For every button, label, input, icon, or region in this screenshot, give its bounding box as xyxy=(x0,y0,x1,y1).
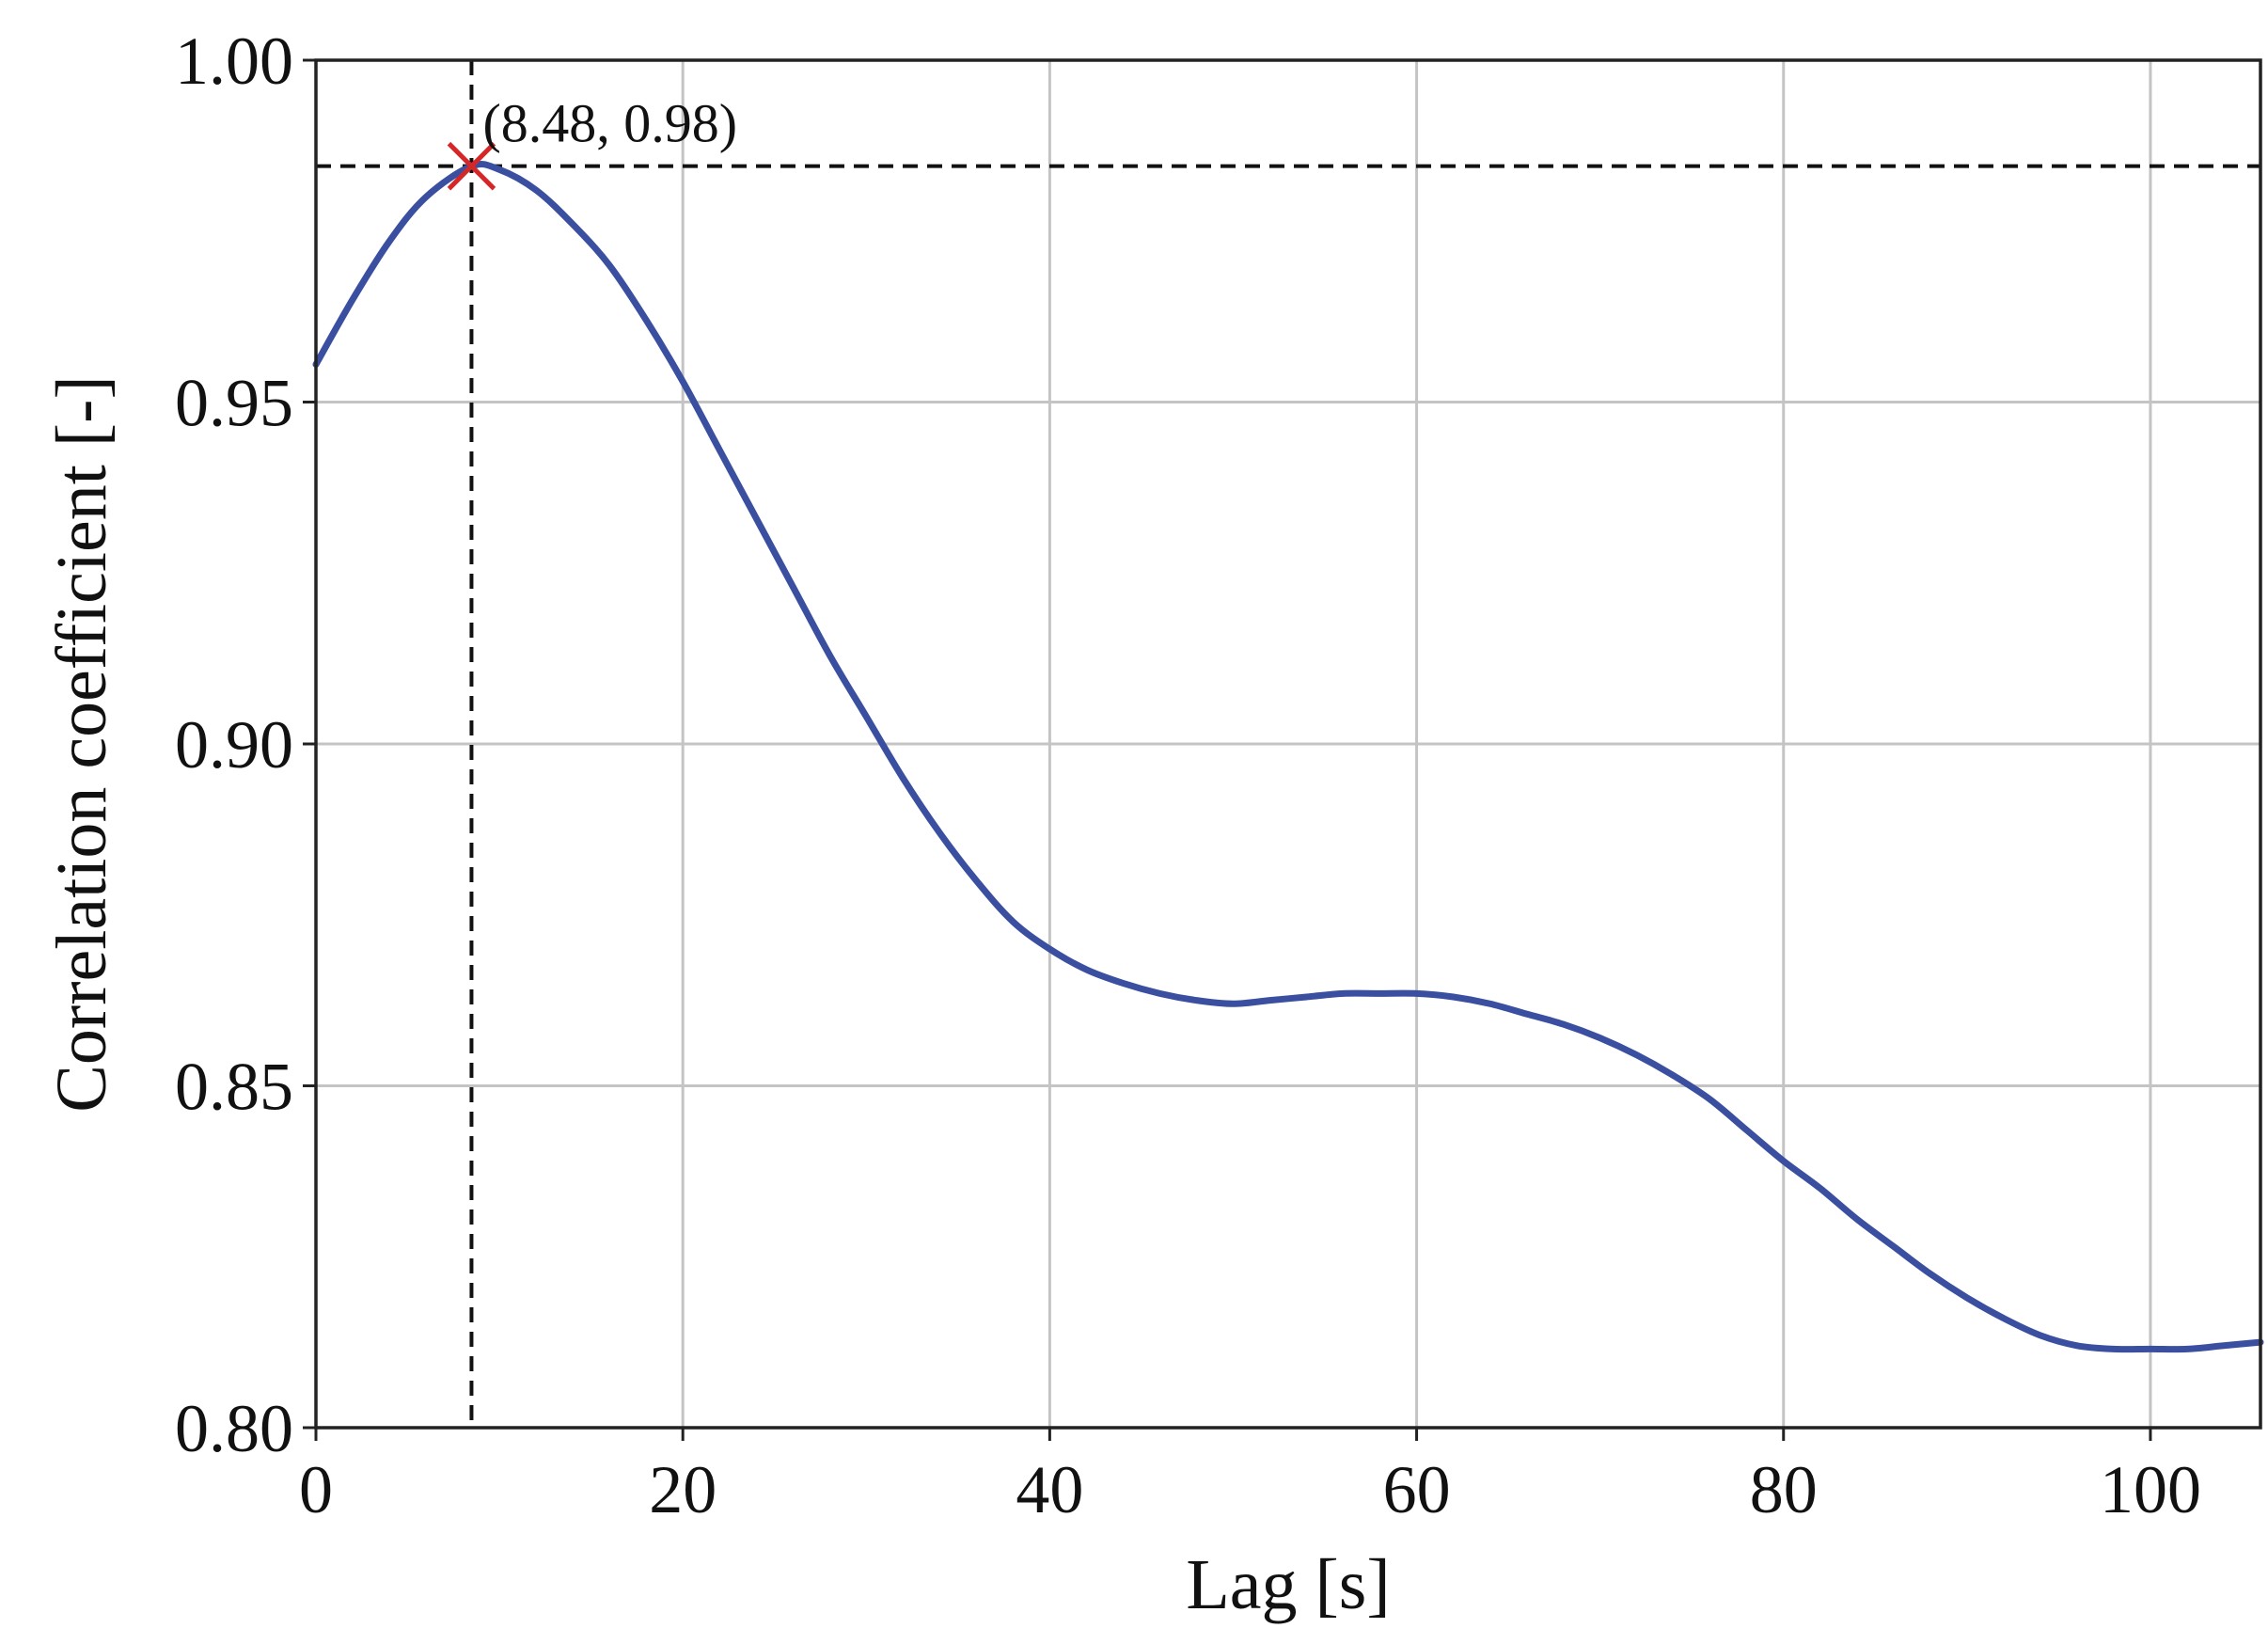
y-tick-label-4: 1.00 xyxy=(175,24,293,99)
series-layer xyxy=(312,161,2264,1353)
x-tick-labels: 0 20 40 60 80 100 xyxy=(299,1452,2201,1527)
x-tick-label-4: 80 xyxy=(1750,1452,1818,1527)
y-tick-labels: 0.80 0.85 0.90 0.95 1.00 xyxy=(175,24,293,1466)
x-tick-label-5: 100 xyxy=(2100,1452,2201,1527)
peak-marker-stroke-b xyxy=(447,141,496,191)
x-tick-label-2: 40 xyxy=(1016,1452,1083,1527)
peak-reference-lines xyxy=(316,60,2260,1428)
x-tick-label-1: 20 xyxy=(649,1452,717,1527)
tick-marks xyxy=(303,58,2152,1441)
y-tick-label-2: 0.90 xyxy=(175,707,293,782)
peak-marker xyxy=(447,141,496,191)
series-line-0 xyxy=(312,161,2264,1353)
y-tick-label-1: 0.85 xyxy=(175,1050,293,1125)
y-tick-label-3: 0.95 xyxy=(175,366,293,441)
peak-annotation: (8.48, 0.98) xyxy=(482,93,737,154)
y-axis-label: Correlation coefficient [-] xyxy=(42,375,121,1113)
x-tick-label-0: 0 xyxy=(299,1452,333,1527)
y-tick-label-0: 0.80 xyxy=(175,1391,293,1466)
x-axis-label: Lag [s] xyxy=(1186,1545,1390,1624)
x-tick-label-3: 60 xyxy=(1383,1452,1451,1527)
